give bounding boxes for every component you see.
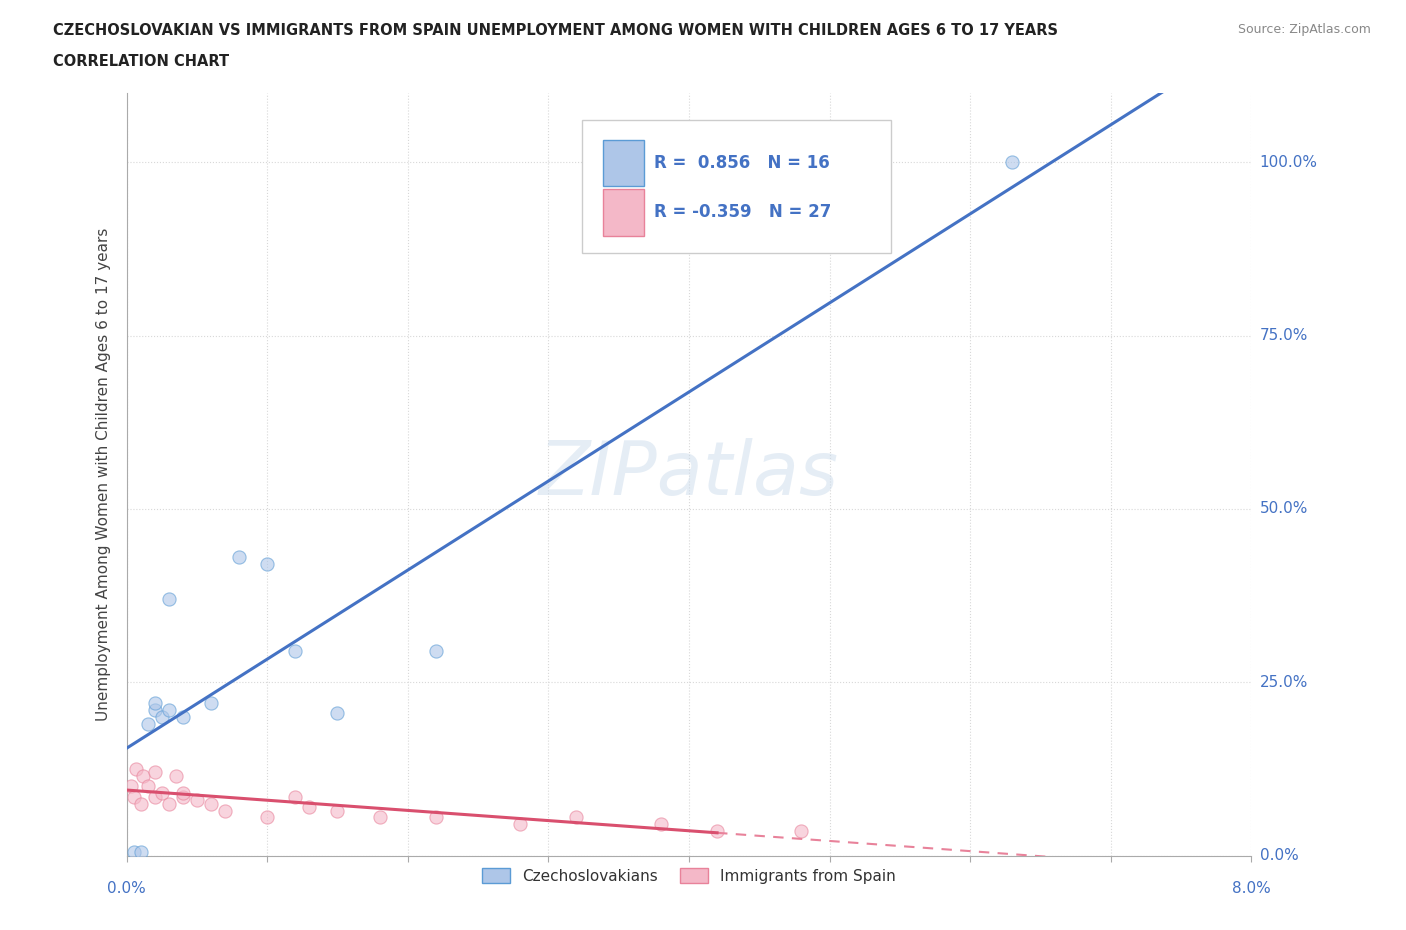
- Point: [172, 710, 194, 724]
- Y-axis label: Unemployment Among Women with Children Ages 6 to 17 years: Unemployment Among Women with Children A…: [96, 228, 111, 721]
- Point: [200, 796, 222, 811]
- Point: [120, 778, 142, 793]
- Text: CZECHOSLOVAKIAN VS IMMIGRANTS FROM SPAIN UNEMPLOYMENT AMONG WOMEN WITH CHILDREN : CZECHOSLOVAKIAN VS IMMIGRANTS FROM SPAIN…: [53, 23, 1059, 38]
- Point: [129, 796, 152, 811]
- Point: [565, 810, 588, 825]
- Point: [284, 790, 307, 804]
- Point: [256, 810, 278, 825]
- Point: [706, 824, 728, 839]
- Text: R = -0.359   N = 27: R = -0.359 N = 27: [654, 204, 831, 221]
- Point: [132, 768, 155, 783]
- Point: [143, 790, 166, 804]
- Text: 0.0%: 0.0%: [1260, 848, 1298, 863]
- Point: [143, 696, 166, 711]
- Text: 25.0%: 25.0%: [1260, 675, 1308, 690]
- Point: [122, 790, 145, 804]
- Point: [186, 792, 208, 807]
- Text: 8.0%: 8.0%: [1232, 881, 1271, 896]
- Point: [650, 817, 672, 831]
- Point: [425, 644, 447, 658]
- Point: [143, 702, 166, 717]
- FancyBboxPatch shape: [603, 140, 644, 186]
- Point: [790, 824, 813, 839]
- Point: [256, 557, 278, 572]
- FancyBboxPatch shape: [603, 189, 644, 235]
- Text: ZIPatlas: ZIPatlas: [538, 438, 839, 511]
- Text: CORRELATION CHART: CORRELATION CHART: [53, 54, 229, 69]
- Point: [157, 796, 180, 811]
- Point: [172, 790, 194, 804]
- Point: [284, 644, 307, 658]
- Point: [136, 778, 159, 793]
- Legend: Czechoslovakians, Immigrants from Spain: Czechoslovakians, Immigrants from Spain: [475, 862, 903, 890]
- Text: 0.0%: 0.0%: [107, 881, 146, 896]
- Point: [425, 810, 447, 825]
- Point: [200, 696, 222, 711]
- Text: R =  0.856   N = 16: R = 0.856 N = 16: [654, 153, 830, 172]
- Text: 75.0%: 75.0%: [1260, 328, 1308, 343]
- Point: [368, 810, 391, 825]
- Point: [165, 768, 187, 783]
- Point: [172, 786, 194, 801]
- Point: [228, 550, 250, 565]
- Text: Source: ZipAtlas.com: Source: ZipAtlas.com: [1237, 23, 1371, 36]
- Point: [157, 702, 180, 717]
- Point: [214, 804, 236, 818]
- FancyBboxPatch shape: [582, 120, 891, 253]
- Point: [150, 786, 173, 801]
- Text: 100.0%: 100.0%: [1260, 154, 1317, 170]
- Point: [129, 844, 152, 859]
- Point: [136, 716, 159, 731]
- Point: [150, 710, 173, 724]
- Point: [509, 817, 531, 831]
- Point: [143, 765, 166, 780]
- Point: [326, 706, 349, 721]
- Point: [157, 591, 180, 606]
- Point: [1001, 155, 1024, 170]
- Point: [326, 804, 349, 818]
- Point: [125, 762, 148, 777]
- Text: 50.0%: 50.0%: [1260, 501, 1308, 516]
- Point: [122, 844, 145, 859]
- Point: [298, 800, 321, 815]
